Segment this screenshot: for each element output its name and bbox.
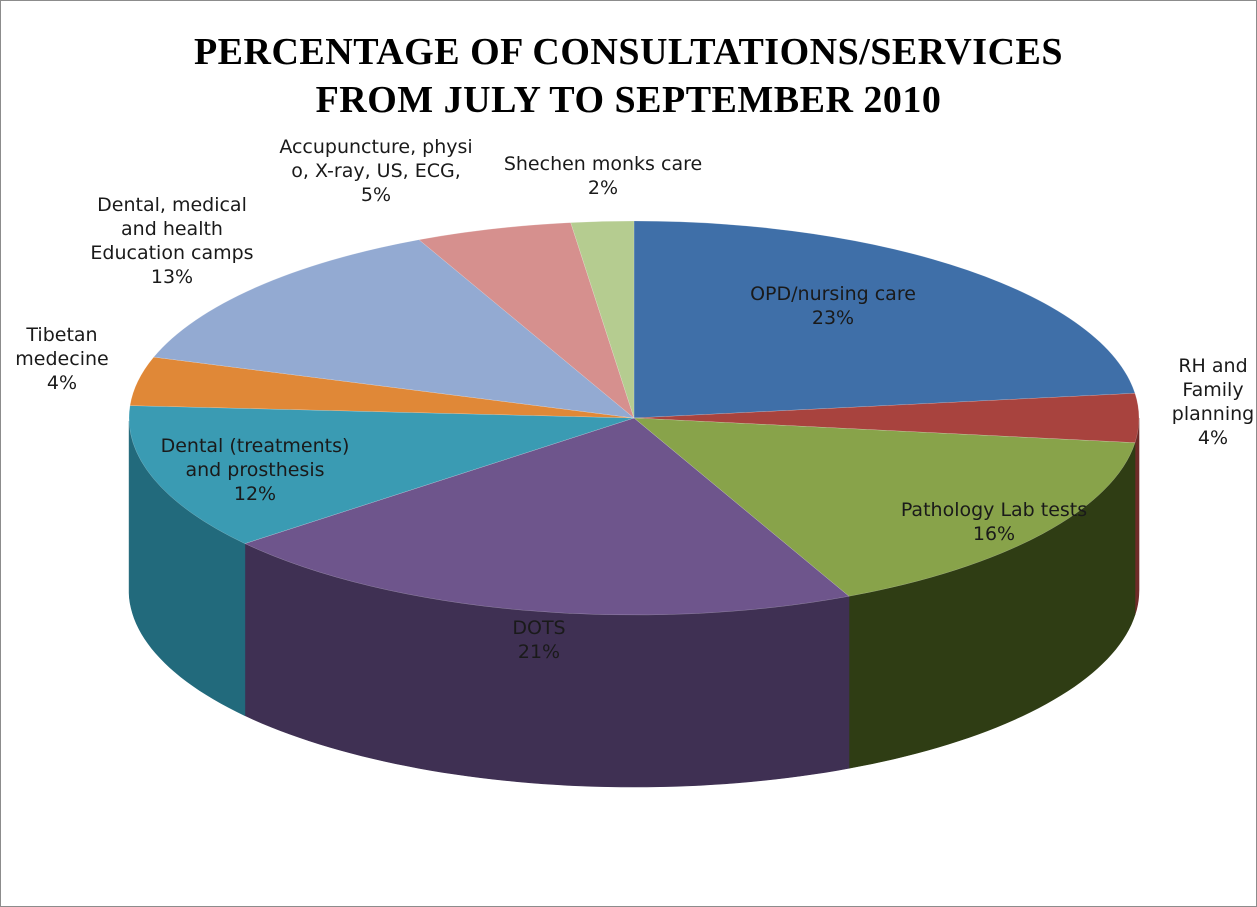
data-label-percent: 5%	[361, 184, 391, 206]
pie-slice-shechen-monks-care	[570, 220, 635, 419]
data-label-line: and health	[121, 218, 223, 240]
data-label-percent: 12%	[234, 483, 276, 505]
pie-labels: OPD/nursing care 23%RH and Family planning 4…	[15, 136, 1254, 663]
data-label-line: Dental (treatments)	[161, 435, 350, 457]
pie-slice-rh-and-family-planning	[633, 393, 1140, 443]
data-label-percent: 4%	[47, 372, 77, 394]
data-label-dental-treatments-and-prosthesis: Dental (treatments) and prosthesis 12%	[161, 435, 350, 505]
data-label-opd-nursing-care: OPD/nursing care 23%	[750, 283, 916, 329]
chart-title-line-1: PERCENTAGE OF CONSULTATIONS/SERVICES	[193, 31, 1064, 73]
pie-slice-accupuncture-physi-o-x-ray-us-ecg	[418, 222, 635, 419]
pie-side-rh-and-family-planning	[1134, 417, 1140, 615]
data-label-line: and prosthesis	[185, 459, 324, 481]
data-label-line: o, X-ray, US, ECG,	[291, 160, 461, 182]
chart-title-line-2: FROM JULY TO SEPTEMBER 2010	[315, 79, 942, 121]
pie-slice-opd-nursing-care	[633, 220, 1136, 419]
data-label-line: Accupuncture, physi	[279, 136, 472, 158]
data-label-tibetan-medecine: Tibetan medecine 4%	[15, 324, 108, 394]
data-label-line: Tibetan	[25, 324, 97, 346]
data-label-pathology-lab-tests: Pathology Lab tests 16%	[901, 499, 1087, 545]
data-label-percent: 21%	[518, 641, 560, 663]
data-label-percent: 4%	[1198, 427, 1228, 449]
data-label-percent: 2%	[588, 177, 618, 199]
pie-slice-tibetan-medecine	[129, 356, 635, 419]
data-label-line: medecine	[15, 348, 108, 370]
data-label-line: Dental, medical	[97, 194, 247, 216]
data-label-shechen-monks-care: Shechen monks care 2%	[504, 153, 702, 199]
data-label-accupuncture-physi-o-x-ray-us-ecg: Accupuncture, physi o, X-ray, US, ECG, 5%	[279, 136, 472, 206]
data-label-rh-and-family-planning: RH and Family planning 4%	[1172, 355, 1254, 449]
pie-slice-dental-treatments-and-prosthesis	[128, 405, 635, 544]
data-label-dots: DOTS 21%	[512, 617, 565, 663]
data-label-line: planning	[1172, 403, 1254, 425]
data-label-line: Shechen monks care	[504, 153, 702, 175]
data-label-line: Family	[1182, 379, 1243, 401]
data-label-dental-medical-and-health-education-camps: Dental, medical and health Education camps…	[90, 194, 253, 288]
data-label-line: OPD/nursing care	[750, 283, 916, 305]
data-label-percent: 16%	[973, 523, 1015, 545]
pie-slice-dental-medical-and-health-education-camps	[153, 239, 635, 419]
data-label-line: RH and	[1178, 355, 1247, 377]
pie-slice-pathology-lab-tests	[633, 417, 1136, 597]
data-label-percent: 13%	[151, 266, 193, 288]
data-label-line: Education camps	[90, 242, 253, 264]
data-label-line: DOTS	[512, 617, 565, 639]
pie-slices	[128, 220, 1140, 616]
data-label-line: Pathology Lab tests	[901, 499, 1087, 521]
pie-sides	[128, 417, 1140, 788]
data-label-percent: 23%	[812, 307, 854, 329]
chart-title: PERCENTAGE OF CONSULTATIONS/SERVICES FRO…	[0, 28, 1257, 124]
pie-slice-dots	[244, 417, 850, 616]
